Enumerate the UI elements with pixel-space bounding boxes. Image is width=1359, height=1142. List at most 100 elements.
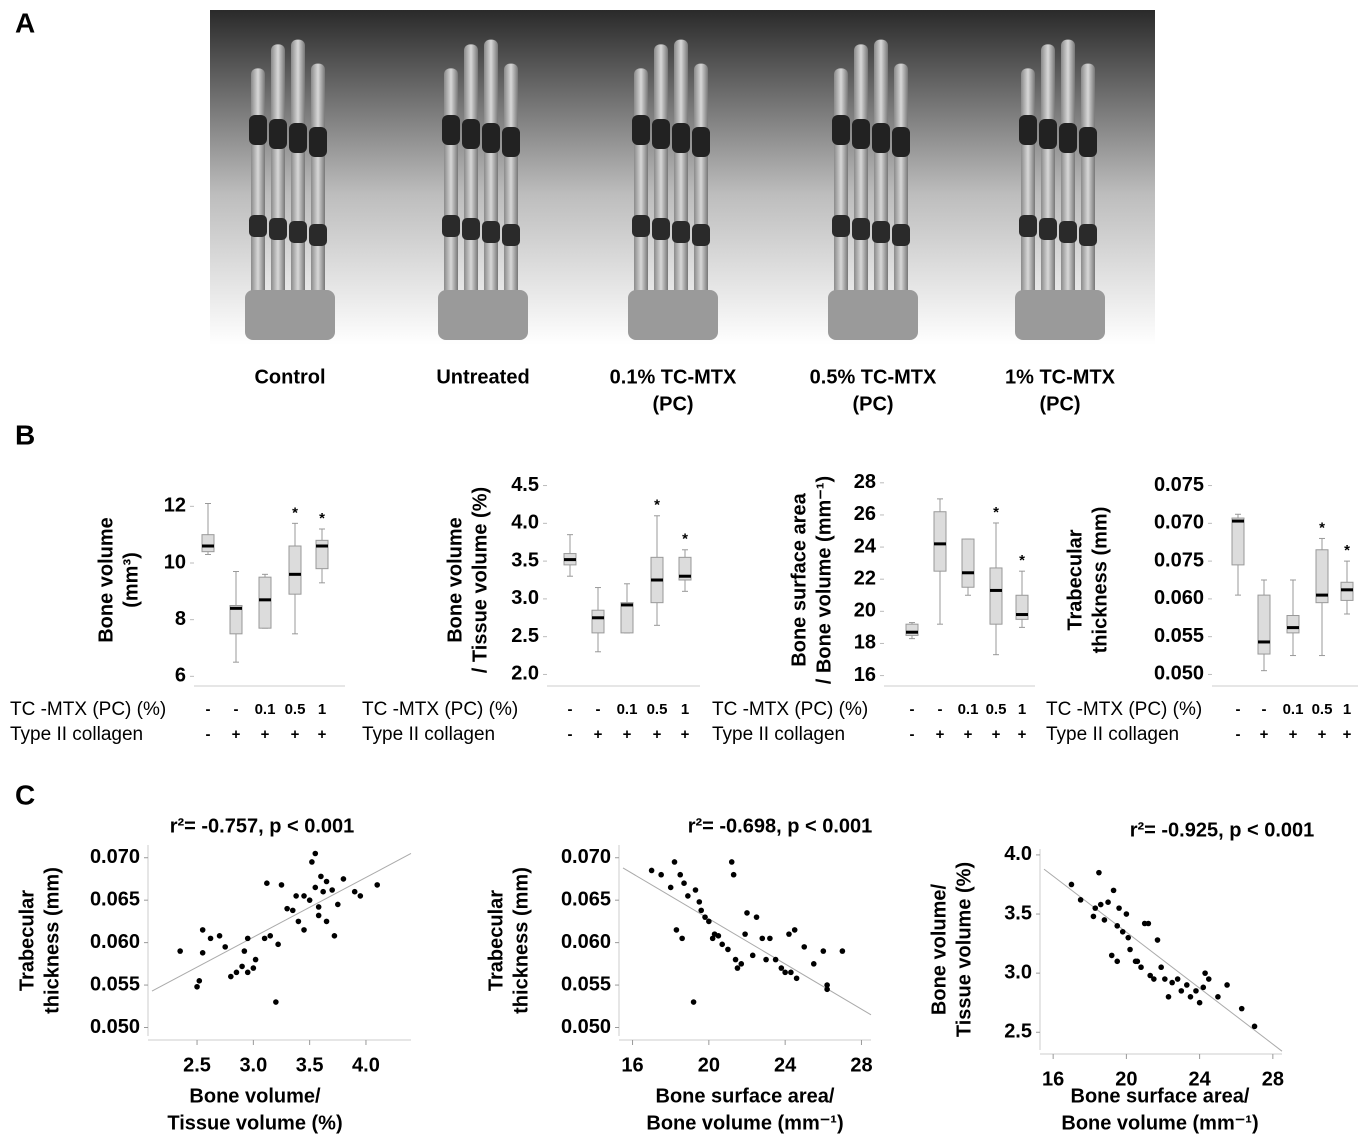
paw-joint [309, 127, 327, 157]
data-point [1102, 917, 1108, 923]
paw-joint [892, 224, 910, 246]
y-tick-label: 0.060 [90, 931, 140, 953]
data-point [251, 965, 257, 971]
x-tick-label: 3.5 [296, 1054, 324, 1076]
data-point [1138, 964, 1144, 970]
data-point [352, 889, 358, 895]
paw-joint [672, 123, 690, 153]
y-tick-label: 12 [164, 495, 186, 517]
x-tick-label: 2.5 [183, 1054, 211, 1076]
image-label: (PC) [852, 393, 893, 415]
significance-mark: * [1019, 552, 1025, 569]
data-point [335, 902, 341, 908]
row-label: TC -MTX (PC) (%) [1046, 699, 1202, 720]
paw-joint [872, 221, 890, 243]
data-point [1166, 994, 1172, 1000]
y-tick-label: 0.055 [561, 973, 611, 995]
paw-joint [502, 224, 520, 246]
box [1232, 518, 1244, 565]
paw-bone [834, 68, 848, 310]
data-point [217, 933, 223, 939]
paw-bone [874, 40, 888, 310]
paw-joint [289, 123, 307, 153]
data-point [332, 933, 338, 939]
paw-joint [1079, 224, 1097, 246]
paw-wrist [245, 290, 335, 340]
data-point [293, 893, 299, 899]
x-axis-label: Tissue volume (%) [167, 1112, 342, 1134]
paw-joint [442, 115, 460, 145]
data-point [649, 868, 655, 874]
category-label: 0.5 [285, 701, 306, 718]
data-point [672, 859, 678, 865]
category-label: + [1018, 726, 1027, 743]
data-point [742, 931, 748, 937]
data-point [706, 919, 712, 925]
data-point [329, 887, 335, 893]
x-tick-label: 16 [1042, 1068, 1064, 1090]
paw-joint [1039, 218, 1057, 240]
data-point [725, 947, 731, 953]
data-point [719, 942, 725, 948]
paw-joint [692, 127, 710, 157]
paw-bone [894, 64, 908, 310]
data-point [324, 919, 330, 925]
data-point [1224, 982, 1230, 988]
image-label: 1% TC-MTX [1005, 366, 1116, 388]
category-label: 1 [681, 701, 689, 718]
y-tick-label: 16 [854, 664, 876, 686]
paw-bone [251, 68, 265, 310]
figure: ABCControlUntreated0.1% TC-MTX(PC)0.5% T… [0, 0, 1359, 1137]
data-point [264, 880, 270, 886]
trend-line [1044, 869, 1282, 1051]
significance-mark: * [993, 504, 999, 521]
data-point [1206, 976, 1212, 982]
category-label: 1 [1343, 701, 1351, 718]
paw-joint [632, 215, 650, 237]
image-label: (PC) [652, 393, 693, 415]
data-point [1184, 982, 1190, 988]
data-point [1155, 937, 1161, 943]
x-tick-label: 4.0 [352, 1054, 380, 1076]
data-point [750, 953, 756, 959]
y-tick-label: 10 [164, 551, 186, 573]
paw-bone [444, 68, 458, 310]
y-tick-label: 3.0 [511, 587, 539, 609]
box [990, 568, 1002, 624]
row-label: Type II collagen [10, 724, 143, 745]
paw-joint [1059, 221, 1077, 243]
data-point [1114, 923, 1120, 929]
y-tick-label: 0.055 [1154, 625, 1204, 647]
paw-joint [269, 218, 287, 240]
row-label: Type II collagen [712, 724, 845, 745]
data-point [234, 970, 240, 976]
paw-bone [854, 44, 868, 310]
data-point [1239, 1006, 1245, 1012]
data-point [1120, 929, 1126, 935]
paw-joint [1039, 119, 1057, 149]
data-point [674, 927, 680, 933]
y-tick-label: 2.5 [1004, 1021, 1032, 1043]
y-tick-label: 0.075 [1154, 474, 1204, 496]
data-point [309, 859, 315, 865]
data-point [253, 957, 259, 963]
significance-mark: * [654, 497, 660, 514]
box [259, 577, 271, 628]
box [934, 512, 946, 571]
box [289, 546, 301, 594]
data-point [1098, 902, 1104, 908]
paw-joint [249, 215, 267, 237]
data-point [786, 931, 792, 937]
paw-joint [852, 218, 870, 240]
data-point [318, 874, 324, 880]
paw-joint [1079, 127, 1097, 157]
data-point [208, 936, 214, 942]
y-tick-label: 6 [175, 665, 186, 687]
data-point [1197, 1000, 1203, 1006]
box [592, 610, 604, 633]
category-label: + [653, 726, 662, 743]
category-label: 0.5 [647, 701, 668, 718]
significance-mark: * [292, 504, 298, 521]
data-point [1169, 980, 1175, 986]
image-label: 0.1% TC-MTX [610, 366, 737, 388]
